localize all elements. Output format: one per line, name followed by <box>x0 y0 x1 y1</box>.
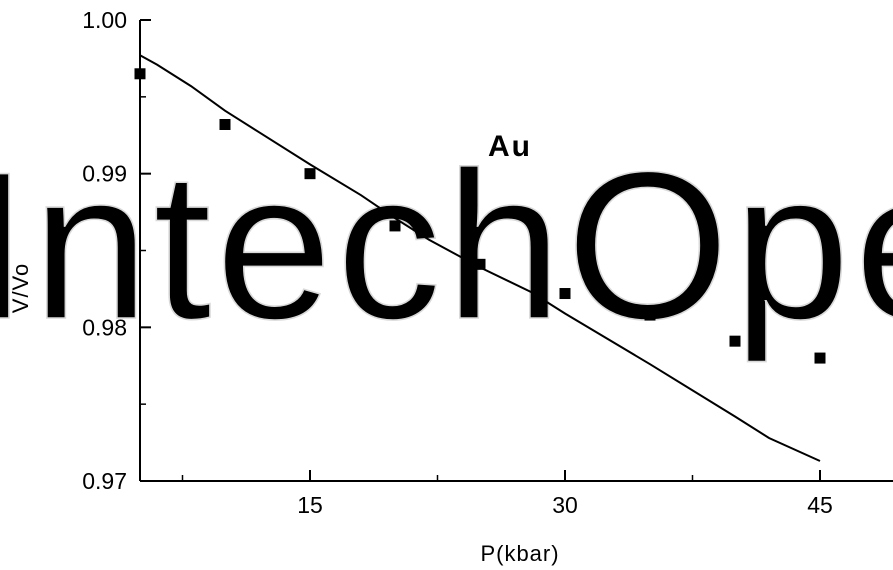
fit-line-path <box>139 54 821 462</box>
x-tick-label: 45 <box>807 492 833 518</box>
annotation-au: Au <box>488 130 532 163</box>
fit-line <box>139 54 821 462</box>
data-point <box>134 68 146 80</box>
data-point <box>219 118 231 130</box>
data-point <box>474 258 486 270</box>
y-axis-label: V/Vo <box>8 263 33 313</box>
y-tick-label: 0.99 <box>82 161 127 187</box>
x-tick-label: 30 <box>552 492 578 518</box>
ticks: 0.97 0.98 0.99 1.00 15 30 45 <box>82 7 833 518</box>
data-point <box>389 220 401 232</box>
y-tick-label: 0.98 <box>82 314 127 340</box>
y-tick-label: 1.00 <box>82 7 127 33</box>
y-tick-label: 0.97 <box>82 468 127 494</box>
data-point <box>644 309 656 321</box>
data-point <box>559 288 571 300</box>
data-point <box>814 352 826 364</box>
data-points <box>134 68 826 364</box>
data-point <box>304 168 316 180</box>
x-axis-label: P(kbar) <box>480 541 559 566</box>
data-point <box>729 335 741 347</box>
watermark: IntechOpen <box>0 128 893 363</box>
x-tick-label: 15 <box>297 492 323 518</box>
